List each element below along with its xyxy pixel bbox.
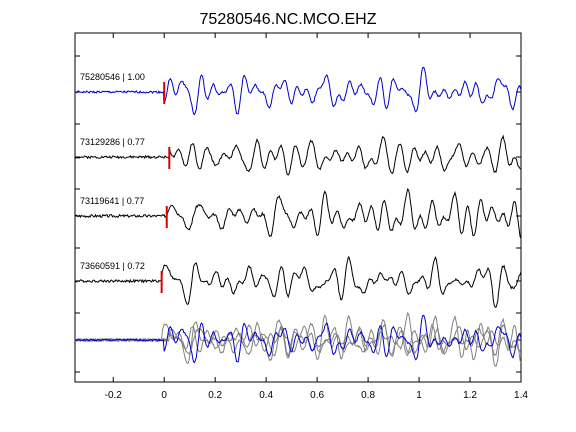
x-tick-label: 0.8 bbox=[361, 390, 375, 401]
overlay-line-1 bbox=[74, 314, 522, 364]
trace-label-1: 75280546 | 1.00 bbox=[80, 72, 145, 82]
overlay-line-3 bbox=[74, 311, 522, 363]
trace-stack: 75280546 | 1.00 73129286 | 0.77 73119641 |… bbox=[74, 66, 522, 308]
chart-title: 75280546.NC.MCO.EHZ bbox=[200, 11, 377, 28]
x-tick-label: 1.2 bbox=[463, 390, 477, 401]
trace-label-3: 73119641 | 0.77 bbox=[80, 196, 144, 206]
x-tick-label: 0.4 bbox=[259, 390, 273, 401]
x-tick-label: 0 bbox=[161, 390, 167, 401]
x-tick-label: 0.2 bbox=[208, 390, 222, 401]
x-tick-label: 1.4 bbox=[514, 390, 528, 401]
overlay-traces bbox=[74, 311, 522, 367]
trace-line-2 bbox=[74, 134, 522, 176]
trace-line-4 bbox=[74, 255, 522, 308]
plot-area bbox=[74, 32, 522, 383]
x-axis: -0.2 0 0.2 0.4 0.6 0.8 1 1.2 1.4 bbox=[105, 33, 528, 401]
x-tick-label: -0.2 bbox=[105, 390, 123, 401]
x-tick-label: 1 bbox=[416, 390, 422, 401]
trace-line-1 bbox=[74, 66, 522, 116]
x-tick-label: 0.6 bbox=[310, 390, 324, 401]
trace-line-3 bbox=[74, 187, 522, 239]
trace-label-2: 73129286 | 0.77 bbox=[80, 137, 145, 147]
trace-label-4: 73660591 | 0.72 bbox=[80, 261, 145, 271]
